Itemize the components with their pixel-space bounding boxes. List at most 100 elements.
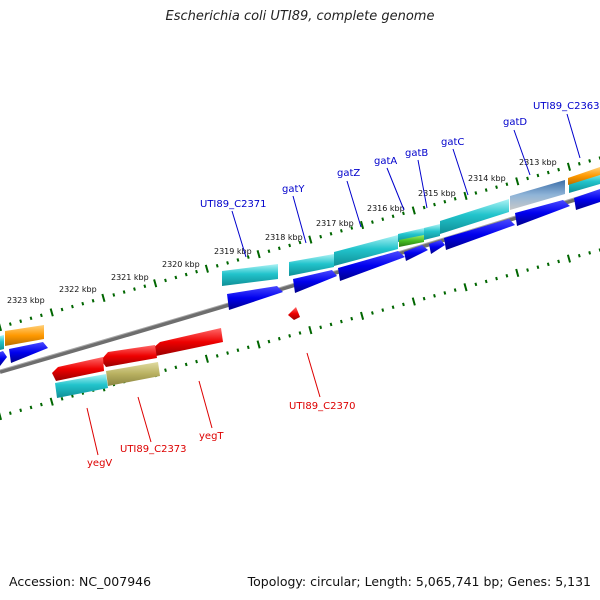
minor-tick xyxy=(267,339,271,344)
minor-tick xyxy=(91,298,95,303)
minor-tick xyxy=(267,249,271,254)
minor-tick xyxy=(195,269,198,274)
minor-tick xyxy=(381,217,385,222)
minor-tick xyxy=(577,162,581,166)
gene-arrow[interactable] xyxy=(404,245,428,261)
gene-label-UTI89_C2373[interactable]: UTI89_C2373 xyxy=(120,444,187,455)
minor-tick xyxy=(546,262,550,267)
gene-arrow[interactable] xyxy=(227,286,283,310)
minor-tick xyxy=(381,308,385,312)
minor-tick xyxy=(236,258,240,262)
major-tick xyxy=(49,397,54,406)
major-tick xyxy=(360,311,365,320)
gene-label-UTI89_C2370[interactable]: UTI89_C2370 xyxy=(289,401,356,412)
feature-box[interactable] xyxy=(222,264,278,286)
major-tick xyxy=(0,323,3,332)
kbp-label: 2318 kbp xyxy=(265,233,303,242)
gene-arrow[interactable] xyxy=(101,345,157,367)
gene-arrow[interactable] xyxy=(152,328,223,356)
minor-tick xyxy=(495,185,498,189)
feature-box[interactable] xyxy=(399,235,424,247)
leader-line xyxy=(346,180,362,228)
gene-label-UTI89_C2371[interactable]: UTI89_C2371 xyxy=(200,199,267,210)
kbp-label: 2315 kbp xyxy=(418,189,456,198)
major-tick xyxy=(49,308,54,317)
leader-line xyxy=(86,407,99,456)
minor-tick xyxy=(226,351,229,355)
minor-tick xyxy=(329,322,333,327)
kbp-label: 2321 kbp xyxy=(111,273,149,282)
kbp-label: 2319 kbp xyxy=(214,247,252,256)
minor-tick xyxy=(133,287,136,291)
minor-tick xyxy=(588,251,592,255)
feature-box[interactable] xyxy=(0,335,4,350)
gene-label-gatC[interactable]: gatC xyxy=(441,137,464,148)
leader-line xyxy=(452,148,469,196)
gene-label-gatY[interactable]: gatY xyxy=(282,184,305,195)
minor-tick xyxy=(112,293,116,297)
plus-strand-arrows xyxy=(0,189,600,366)
minor-tick xyxy=(39,402,43,407)
minor-tick xyxy=(526,176,529,181)
minor-tick xyxy=(164,278,167,283)
minor-tick xyxy=(215,354,219,358)
major-tick xyxy=(411,297,416,306)
gene-label-gatD[interactable]: gatD xyxy=(503,117,527,128)
gene-arrow[interactable] xyxy=(9,342,48,363)
major-tick xyxy=(308,326,313,335)
gene-arrow[interactable] xyxy=(515,200,570,226)
minus-strand-arrows xyxy=(52,307,300,381)
gene-arrow[interactable] xyxy=(429,240,445,254)
minor-tick xyxy=(371,220,374,224)
leader-line xyxy=(386,167,405,211)
feature-box[interactable] xyxy=(334,235,398,266)
minor-tick xyxy=(391,214,395,219)
gene-arrow[interactable] xyxy=(293,270,337,293)
minus-gene-labels: UTI89_C2370 yegT UTI89_C2373 yegV xyxy=(86,352,356,469)
minor-tick xyxy=(8,322,12,326)
feature-box[interactable] xyxy=(424,224,440,240)
gene-label-UTI89_C2363[interactable]: UTI89_C2363 xyxy=(533,101,600,112)
minor-tick xyxy=(174,365,178,370)
feature-box[interactable] xyxy=(106,362,160,386)
minor-tick xyxy=(505,182,509,187)
major-tick xyxy=(360,220,365,230)
gene-arrow[interactable] xyxy=(338,251,405,281)
feature-box[interactable] xyxy=(568,167,600,185)
gene-label-yegT[interactable]: yegT xyxy=(199,431,224,442)
major-tick xyxy=(566,254,571,263)
minor-tick xyxy=(350,316,354,321)
minor-tick xyxy=(29,316,33,321)
minor-tick xyxy=(19,319,23,323)
gene-label-yegV[interactable]: yegV xyxy=(87,458,112,469)
gene-arrow[interactable] xyxy=(444,219,515,250)
feature-box[interactable] xyxy=(55,374,108,398)
major-tick xyxy=(515,268,520,278)
major-tick xyxy=(308,235,313,244)
minor-tick xyxy=(319,325,323,330)
feature-box[interactable] xyxy=(510,180,565,210)
gene-label-gatA[interactable]: gatA xyxy=(374,156,397,167)
gene-arrow[interactable] xyxy=(574,189,600,210)
gene-arrow[interactable] xyxy=(52,357,104,381)
gene-arrow[interactable] xyxy=(0,351,7,366)
minor-tick xyxy=(71,304,74,309)
minor-tick xyxy=(39,313,43,318)
major-tick xyxy=(256,340,261,349)
kbp-label: 2317 kbp xyxy=(316,219,354,228)
feature-box[interactable] xyxy=(289,254,334,276)
gene-arrow[interactable] xyxy=(288,307,300,320)
minor-tick xyxy=(215,263,219,268)
minor-tick xyxy=(433,293,436,298)
feature-box[interactable] xyxy=(5,325,44,346)
minor-tick xyxy=(474,191,478,195)
gene-label-gatZ[interactable]: gatZ xyxy=(337,168,360,179)
minor-tick xyxy=(484,279,488,284)
feature-box[interactable] xyxy=(440,199,509,234)
feature-box[interactable] xyxy=(398,228,424,242)
map-title: Escherichia coli UTI89, complete genome xyxy=(165,9,435,24)
gene-label-gatB[interactable]: gatB xyxy=(405,148,428,159)
minor-tick xyxy=(546,170,550,175)
minor-tick xyxy=(474,282,478,287)
